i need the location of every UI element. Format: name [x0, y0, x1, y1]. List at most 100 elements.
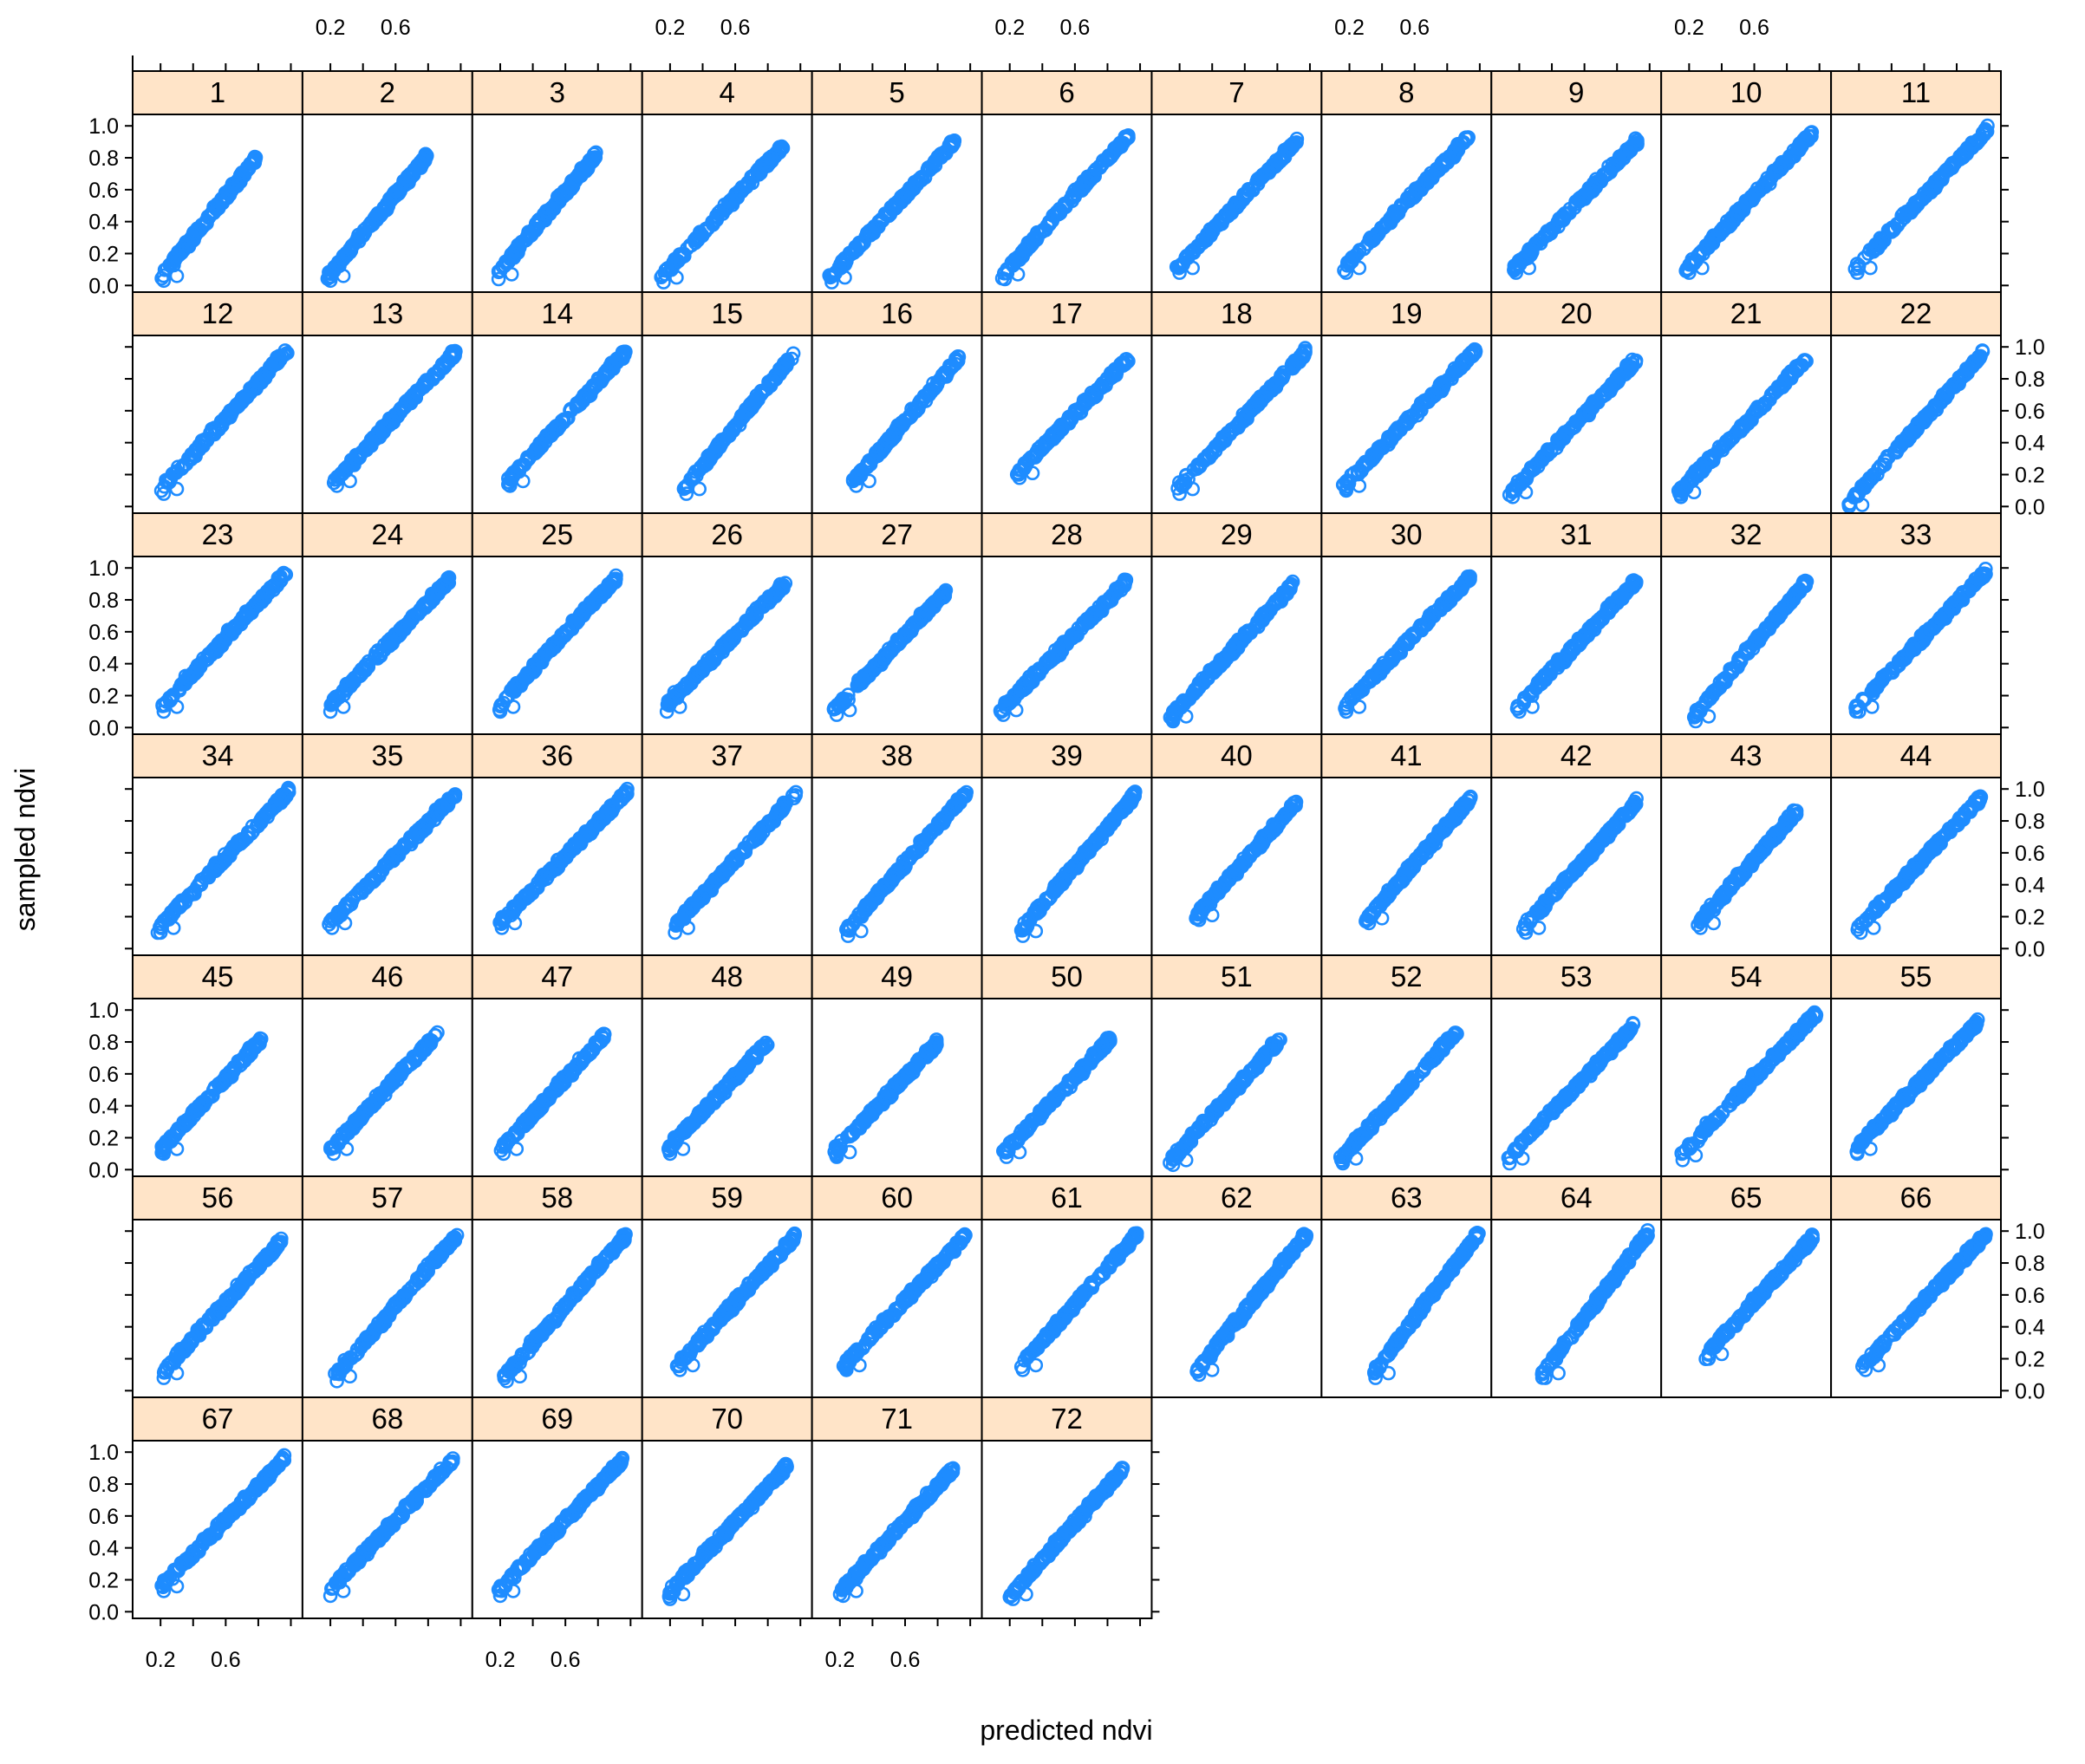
data-point: [355, 228, 371, 244]
data-point: [938, 146, 954, 161]
panel-4: 4: [641, 70, 813, 293]
strip-label: 14: [541, 297, 573, 329]
data-point: [1178, 250, 1194, 265]
data-point: [169, 268, 185, 283]
panel-15: 15: [641, 291, 813, 514]
data-point: [1020, 239, 1034, 254]
data-point: [1425, 167, 1441, 183]
data-point: [206, 205, 221, 220]
data-point: [1795, 138, 1809, 153]
strip-5: [811, 70, 983, 115]
data-point: [1521, 260, 1536, 276]
strip-4: [641, 70, 813, 115]
points-7: [1169, 131, 1305, 280]
data-point: [1185, 260, 1200, 276]
strip-8: [1320, 70, 1493, 115]
strip-label: 29: [1221, 518, 1253, 550]
data-point: [668, 251, 682, 267]
data-point: [1079, 177, 1094, 192]
data-point: [1749, 181, 1765, 196]
panel-22: 22: [1830, 291, 2002, 514]
panel-19: 19: [1320, 291, 1493, 514]
data-point: [1523, 243, 1539, 258]
data-point: [1757, 179, 1772, 194]
data-point: [181, 239, 197, 254]
data-point: [550, 193, 564, 209]
data-point: [418, 146, 433, 162]
panel-3: 3: [471, 70, 643, 293]
strip-label: 16: [881, 297, 913, 329]
points-11: [1847, 118, 1995, 280]
data-point: [1600, 166, 1615, 181]
strip-label: 28: [1051, 518, 1083, 550]
data-point: [239, 159, 255, 175]
strip-label: 3: [550, 76, 565, 108]
panel-16: 16: [811, 291, 983, 514]
panel-18: 18: [1150, 291, 1323, 514]
panel-28: 28: [981, 512, 1153, 735]
strip-label: 12: [202, 297, 234, 329]
data-point: [1802, 129, 1818, 144]
data-point: [1036, 222, 1051, 238]
data-point: [700, 221, 714, 236]
data-point: [156, 273, 172, 289]
strip-label: 25: [541, 518, 573, 550]
data-point: [1604, 162, 1619, 177]
panel-13: 13: [301, 291, 473, 514]
panel-6: 6: [981, 70, 1153, 293]
data-point: [1417, 177, 1431, 192]
strip-label: 9: [1568, 76, 1584, 108]
data-point: [1205, 224, 1220, 238]
data-point: [1534, 232, 1549, 247]
points-1: [154, 149, 264, 289]
points-5: [822, 133, 962, 290]
data-point: [726, 195, 741, 210]
strip-label: 13: [372, 297, 404, 329]
panel-14: 14: [471, 291, 643, 514]
data-point: [734, 184, 749, 199]
data-point: [1230, 197, 1245, 212]
data-point: [166, 255, 180, 270]
data-point: [570, 171, 584, 186]
points-2: [320, 146, 434, 289]
data-point: [1364, 231, 1378, 245]
data-point: [890, 194, 905, 210]
strip-label: 27: [881, 518, 913, 550]
data-point: [588, 150, 603, 165]
data-point: [914, 172, 929, 188]
data-point: [406, 167, 421, 182]
strip-label: 20: [1560, 297, 1593, 329]
panel-27: 27: [811, 512, 983, 735]
points-6: [994, 128, 1136, 287]
strip-label: 10: [1730, 76, 1762, 108]
data-point: [852, 238, 868, 253]
panel-2: 2: [301, 70, 473, 293]
strip-7: [1150, 70, 1323, 115]
strip-label: 8: [1398, 76, 1414, 108]
data-point: [1065, 193, 1079, 208]
strip-6: [981, 70, 1153, 115]
data-point: [1616, 146, 1631, 162]
strip-label: 7: [1228, 76, 1244, 108]
data-point: [1348, 248, 1363, 263]
strip-label: 26: [711, 518, 743, 550]
points-10: [1678, 125, 1820, 280]
data-point: [1050, 207, 1065, 222]
strip-label: 23: [202, 518, 234, 550]
data-point: [1630, 133, 1645, 148]
panel-20: 20: [1490, 291, 1663, 514]
data-point: [223, 182, 238, 197]
strip-label: 18: [1221, 297, 1253, 329]
data-point: [1195, 232, 1210, 247]
data-point: [154, 270, 169, 286]
panel-26: 26: [641, 512, 813, 735]
data-point: [1277, 148, 1292, 164]
data-point: [1352, 260, 1367, 276]
strip-label: 6: [1059, 76, 1074, 108]
panel-11: 11: [1830, 70, 2002, 293]
data-point: [1172, 265, 1187, 280]
data-point: [504, 246, 519, 262]
panel-7: 7: [1150, 70, 1323, 293]
data-point: [192, 223, 207, 238]
data-point: [1101, 148, 1117, 163]
